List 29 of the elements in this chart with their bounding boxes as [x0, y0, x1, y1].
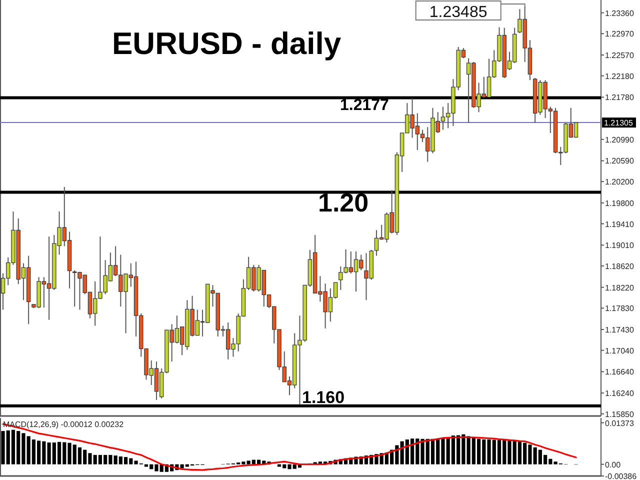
y-tick-label: 1.16640 — [605, 368, 634, 377]
y-tick-label: 1.17040 — [605, 346, 634, 356]
y-tick-label: 0.00 — [605, 460, 622, 470]
y-tick-label: 1.21780 — [605, 93, 634, 102]
y-tick-label: 1.17830 — [605, 304, 634, 314]
text: EURUSD - daily — [112, 26, 342, 61]
y-tick-label: 1.18220 — [605, 283, 634, 292]
ref-line-label: 1.160 — [302, 388, 345, 407]
ref-line-label: 1.21305 — [604, 118, 634, 128]
y-tick-label: 1.20990 — [605, 135, 634, 144]
y-tick-label: 1.23360 — [605, 8, 634, 18]
y-tick-label: 1.22570 — [605, 51, 634, 60]
y-tick-label: 0.01373 — [605, 418, 634, 428]
y-tick-label: 1.17430 — [605, 325, 634, 334]
y-tick-label: 1.19010 — [605, 241, 634, 250]
y-tick-label: 1.16240 — [605, 389, 634, 398]
y-tick-label: 1.22180 — [605, 72, 634, 81]
ref-line-label: 1.20 — [318, 187, 369, 218]
ref-line-label: 1.2177 — [340, 97, 390, 114]
y-tick-label: 1.19800 — [605, 198, 634, 208]
y-tick-label: 1.18620 — [605, 262, 634, 271]
y-tick-label: 1.22970 — [605, 30, 634, 39]
y-tick-label: 1.15850 — [605, 410, 634, 419]
y-tick-label: 1.20590 — [605, 156, 634, 166]
annotation: 1.23485 — [429, 4, 488, 21]
y-tick-label: 1.19410 — [605, 220, 634, 229]
y-tick-label: -0.00386 — [605, 472, 638, 480]
y-tick-label: 1.20200 — [605, 178, 634, 187]
chart-title: MACD(12,26,9) -0.00012 0.00232 — [3, 420, 124, 429]
